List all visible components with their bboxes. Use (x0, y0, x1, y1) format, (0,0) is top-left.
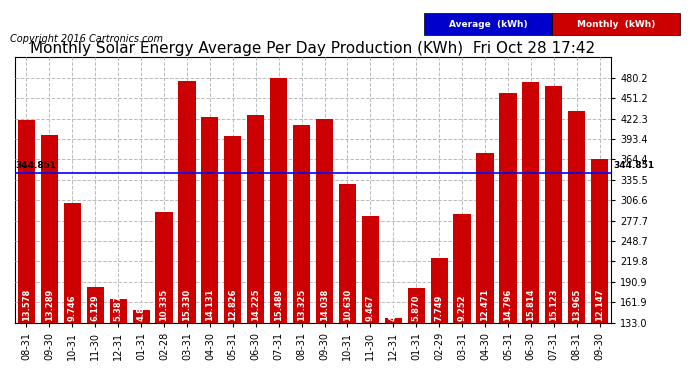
Text: 10.335: 10.335 (159, 288, 168, 321)
Bar (385, 318, 402, 323)
Text: 4.861: 4.861 (137, 294, 146, 321)
Bar (522, 82, 540, 323)
Text: 10.630: 10.630 (343, 288, 352, 321)
Bar (408, 288, 425, 323)
Bar (500, 93, 517, 323)
Text: 15.330: 15.330 (182, 288, 191, 321)
Bar (453, 214, 471, 323)
Text: 13.325: 13.325 (297, 288, 306, 321)
Bar (339, 184, 356, 323)
Bar (270, 78, 287, 323)
Text: 9.252: 9.252 (457, 294, 466, 321)
Text: 12.471: 12.471 (480, 288, 489, 321)
Text: 13.578: 13.578 (22, 288, 31, 321)
Text: 15.489: 15.489 (274, 288, 283, 321)
Bar (591, 159, 609, 323)
Text: 12.826: 12.826 (228, 288, 237, 321)
Text: 12.147: 12.147 (595, 288, 604, 321)
Bar (224, 136, 241, 323)
Bar (545, 86, 562, 323)
Bar (87, 287, 104, 323)
Bar (63, 203, 81, 323)
Text: 14.038: 14.038 (320, 288, 329, 321)
Bar (247, 116, 264, 323)
Text: 6.129: 6.129 (91, 294, 100, 321)
Text: Average  (kWh): Average (kWh) (449, 20, 527, 29)
Bar (18, 120, 35, 323)
Bar (568, 111, 585, 323)
Text: 13.289: 13.289 (45, 288, 54, 321)
Text: 15.814: 15.814 (526, 288, 535, 321)
Text: 5.387: 5.387 (114, 294, 123, 321)
Bar (178, 81, 195, 323)
Text: 14.796: 14.796 (504, 288, 513, 321)
Text: 14.131: 14.131 (206, 288, 215, 321)
Bar (155, 212, 172, 323)
Text: 344.851: 344.851 (613, 161, 655, 170)
Bar (431, 258, 448, 323)
Bar (316, 119, 333, 323)
Bar (41, 135, 58, 323)
Text: 7.749: 7.749 (435, 294, 444, 321)
Text: 344.851: 344.851 (15, 161, 56, 170)
Text: 4.510: 4.510 (388, 294, 398, 321)
Bar (201, 117, 219, 323)
Text: 5.870: 5.870 (412, 294, 421, 321)
Text: 9.467: 9.467 (366, 294, 375, 321)
Text: 13.965: 13.965 (572, 288, 581, 321)
Text: Monthly  (kWh): Monthly (kWh) (577, 20, 655, 29)
Title: Monthly Solar Energy Average Per Day Production (KWh)  Fri Oct 28 17:42: Monthly Solar Energy Average Per Day Pro… (30, 41, 595, 56)
Text: 9.746: 9.746 (68, 294, 77, 321)
Text: Copyright 2016 Cartronics.com: Copyright 2016 Cartronics.com (10, 34, 164, 44)
Bar (476, 153, 493, 323)
Text: 15.123: 15.123 (549, 288, 558, 321)
Bar (110, 299, 127, 323)
Bar (132, 310, 150, 323)
Bar (293, 125, 310, 323)
Bar (362, 216, 379, 323)
Text: 14.225: 14.225 (251, 288, 260, 321)
